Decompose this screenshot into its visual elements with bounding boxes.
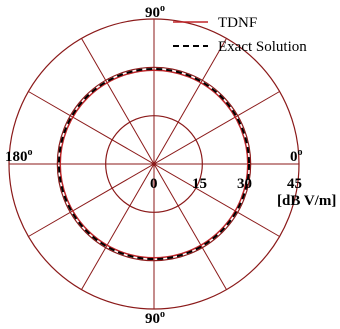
legend: TDNF Exact Solution	[173, 15, 307, 55]
series-layer	[57, 67, 251, 261]
radial-tick-label-30: 30	[237, 176, 252, 192]
series-exact-solution-curve	[57, 67, 251, 261]
radial-tick-label-45: 45	[287, 176, 302, 192]
labels-layer: 0 15 30 45 [dB V/m] 90o 180o 0o 90o	[5, 3, 336, 327]
angle-label-bottom: 90o	[145, 309, 165, 327]
radial-tick-label-15: 15	[192, 176, 207, 192]
legend-label-exact: Exact Solution	[218, 39, 307, 55]
polar-grid	[8, 18, 300, 310]
radial-tick-label-0: 0	[150, 176, 158, 192]
radial-unit-label: [dB V/m]	[277, 193, 336, 209]
grid-spoke-150	[28, 91, 280, 237]
angle-label-top: 90o	[145, 3, 165, 21]
legend-label-tdnf: TDNF	[218, 15, 257, 31]
angle-label-right: 0o	[290, 147, 303, 165]
series-tdnf-curve	[59, 69, 249, 259]
angle-label-left: 180o	[5, 147, 33, 165]
